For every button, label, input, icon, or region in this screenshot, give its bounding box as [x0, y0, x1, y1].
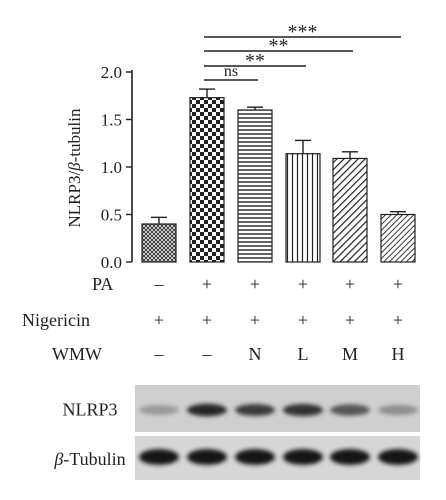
condition-value: +	[345, 310, 355, 330]
bar-5	[332, 157, 368, 263]
bar-6	[380, 213, 416, 263]
bar-3	[237, 109, 273, 263]
bar-2	[189, 97, 225, 263]
condition-value: –	[154, 344, 165, 364]
blot-band	[139, 449, 179, 465]
y-axis-title: NLRP3/β-tubulin	[65, 108, 84, 227]
blot-band	[235, 449, 275, 465]
condition-table: PA – + + + + + Nigericin + + + + + + WMW – – N L M H	[22, 274, 405, 364]
condition-value: M	[342, 344, 358, 364]
blot-band	[330, 449, 370, 465]
bar-4	[285, 153, 321, 263]
y-tick-label: 1.0	[101, 158, 122, 177]
blot-label: NLRP3	[62, 400, 117, 420]
condition-value: –	[154, 274, 165, 294]
significance-brackets: ns *******	[204, 21, 401, 81]
blot-band	[235, 404, 275, 416]
condition-value: +	[345, 274, 355, 294]
condition-label: PA	[92, 274, 113, 294]
blot-band	[378, 449, 418, 465]
significance-label: ***	[288, 21, 318, 43]
y-tick-label: 0.5	[101, 206, 122, 225]
condition-value: H	[392, 344, 405, 364]
condition-value: +	[250, 274, 260, 294]
condition-label: Nigericin	[22, 310, 90, 330]
blot-band	[378, 404, 418, 416]
condition-value: +	[202, 310, 212, 330]
condition-value: –	[202, 344, 213, 364]
blot-band	[283, 449, 323, 465]
blot-band	[283, 403, 323, 417]
bar-1	[141, 223, 177, 263]
significance-label: **	[245, 50, 265, 72]
blot-band	[139, 405, 179, 415]
condition-value: +	[154, 310, 164, 330]
y-axis: 0.0 0.5 1.0 1.5 2.0	[101, 63, 133, 272]
blot-panel	[135, 385, 420, 432]
blot-label: β-Tubulin	[53, 449, 125, 469]
condition-value: +	[393, 310, 403, 330]
condition-value: +	[298, 274, 308, 294]
condition-value: +	[250, 310, 260, 330]
y-tick-label: 2.0	[101, 63, 122, 82]
condition-value: +	[393, 274, 403, 294]
y-tick-label: 1.5	[101, 111, 122, 130]
condition-value: L	[298, 344, 309, 364]
significance-label: ns	[224, 63, 238, 80]
blot-panel	[135, 436, 420, 480]
y-tick-label: 0.0	[101, 253, 122, 272]
condition-label: WMW	[52, 344, 102, 364]
significance-label: **	[269, 35, 289, 57]
blot-band	[187, 403, 227, 417]
condition-value: +	[202, 274, 212, 294]
blot-band	[187, 449, 227, 465]
bars	[141, 88, 416, 263]
condition-value: +	[298, 310, 308, 330]
condition-value: N	[249, 344, 262, 364]
blot-band	[330, 404, 370, 416]
western-blot: NLRP3 β-Tubulin	[53, 385, 420, 480]
